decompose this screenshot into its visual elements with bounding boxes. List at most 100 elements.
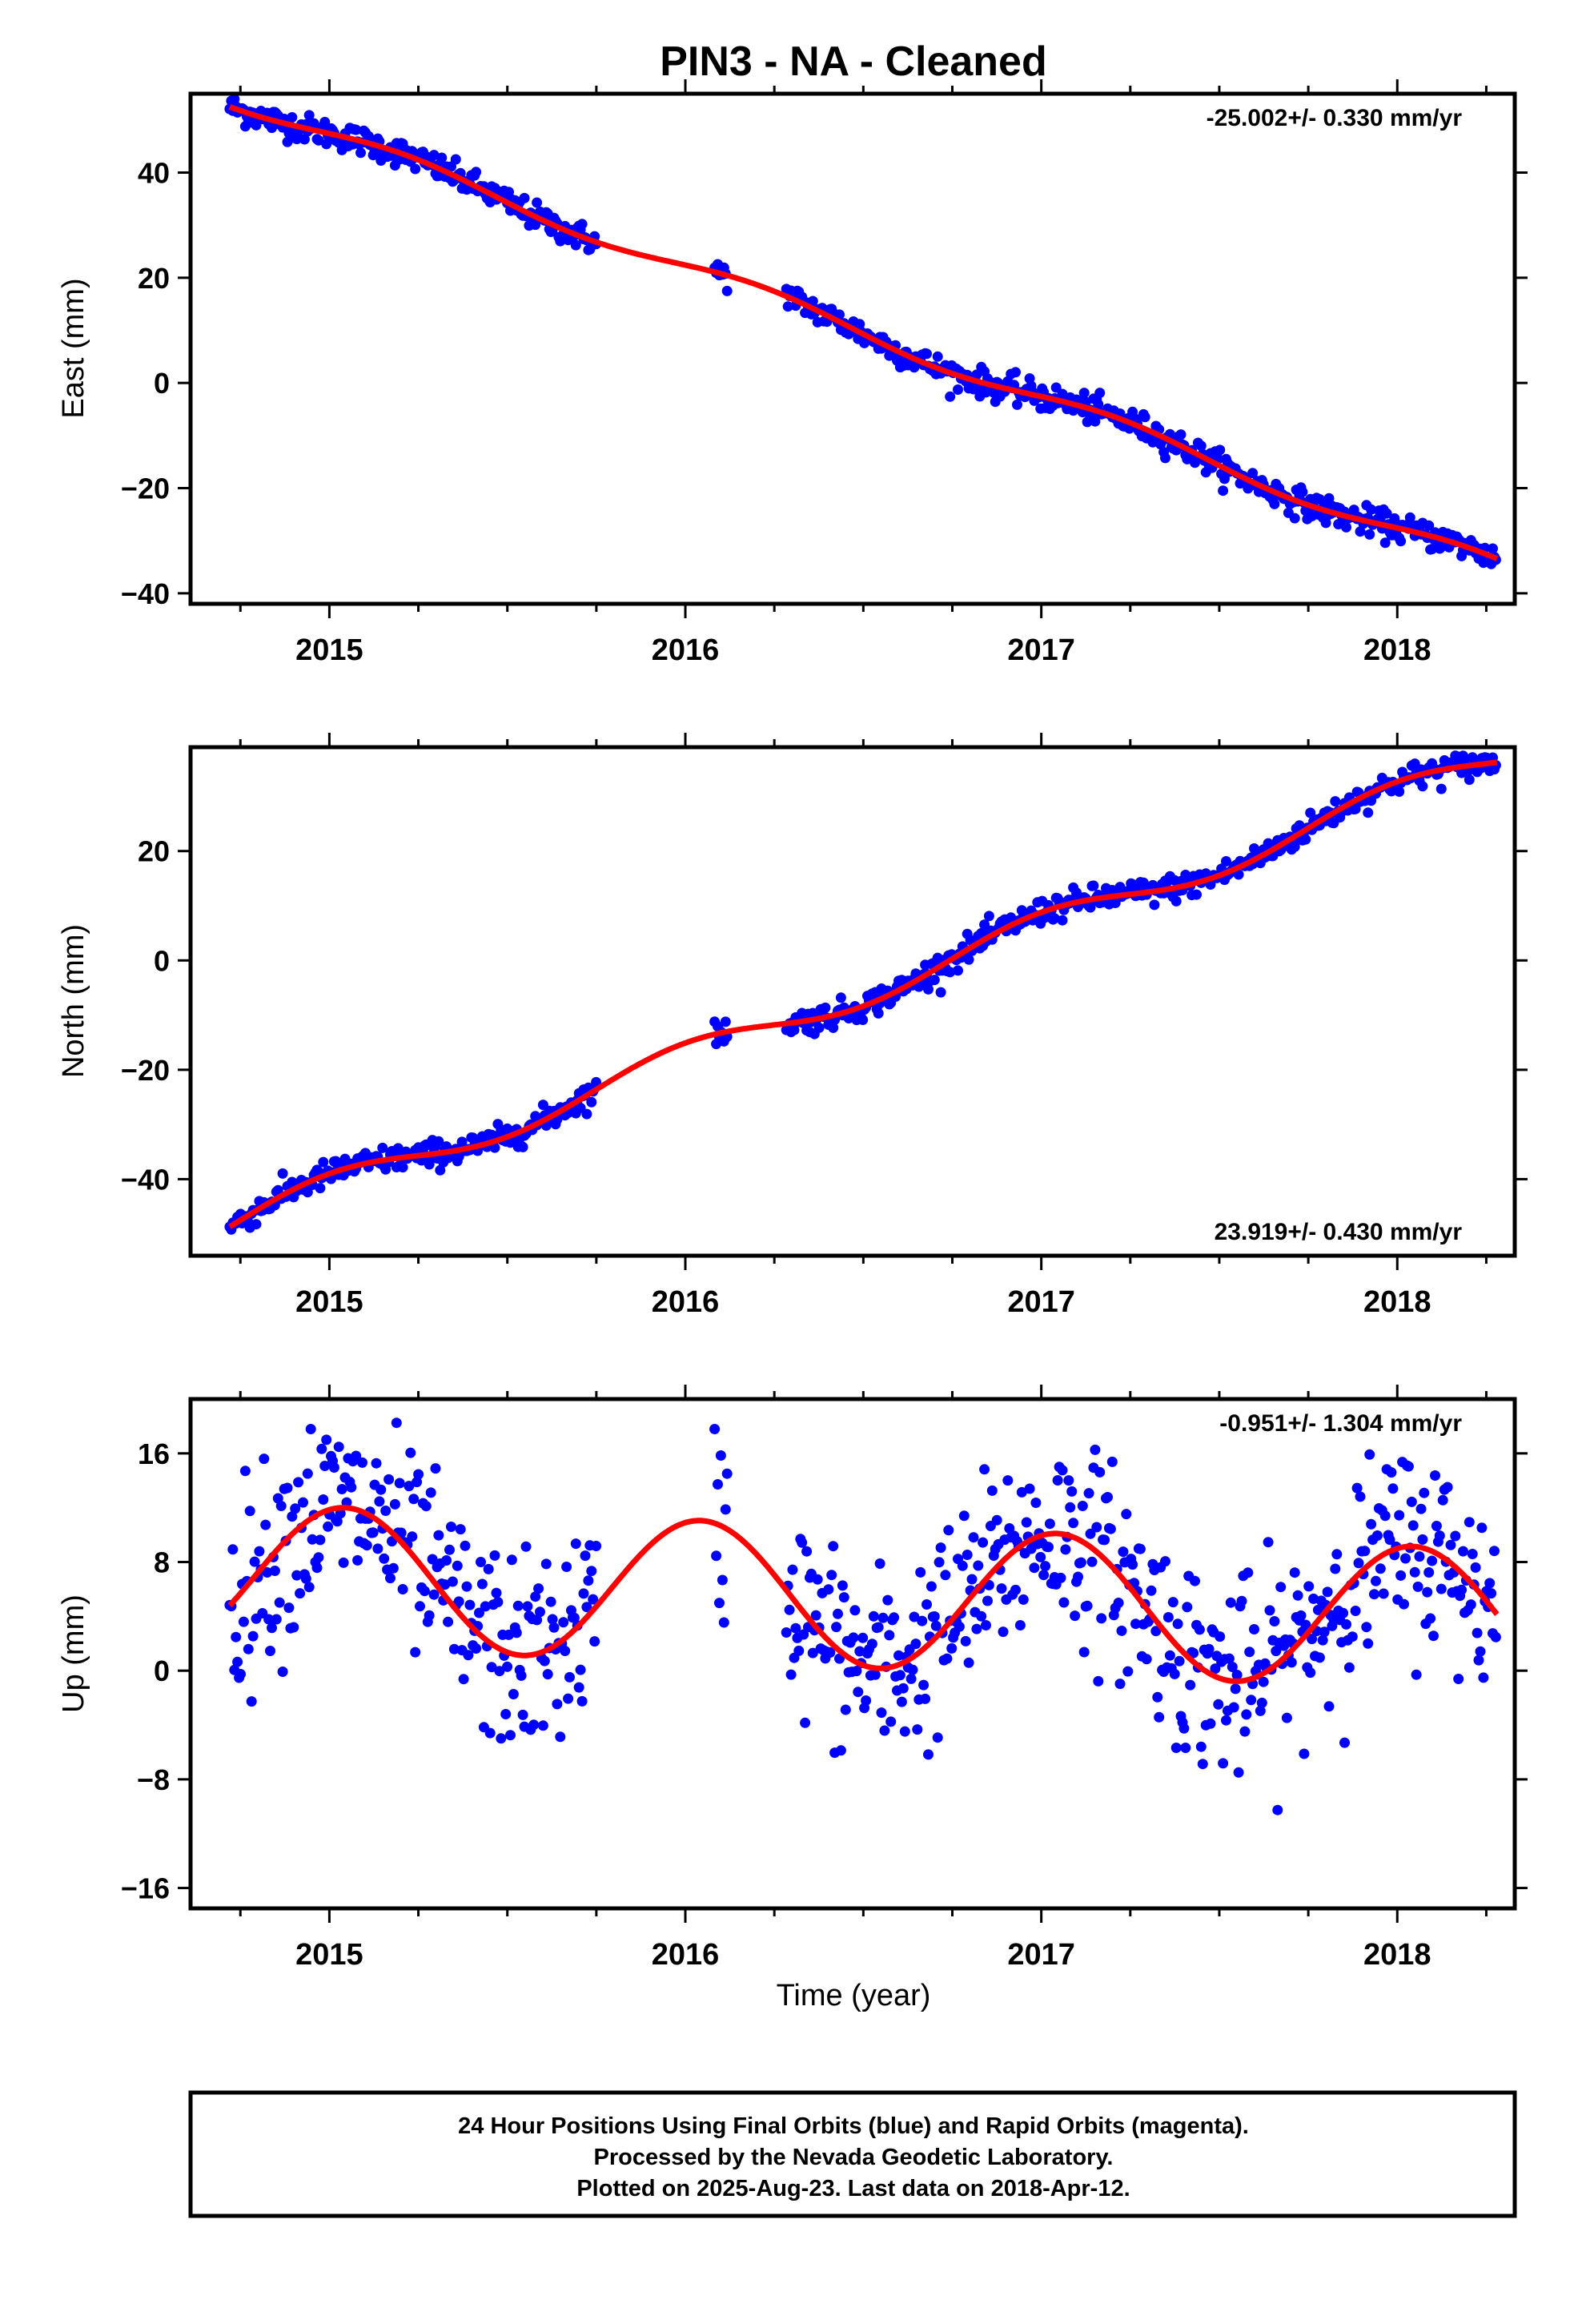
east-y-tick-label: 0 (154, 367, 170, 400)
up-data-point (1160, 1556, 1170, 1567)
up-data-point (853, 1687, 864, 1698)
up-data-point (496, 1733, 507, 1744)
up-data-point (1210, 1663, 1221, 1675)
up-data-point (1065, 1502, 1076, 1513)
north-x-tick-label: 2015 (295, 1285, 363, 1319)
up-data-point (991, 1514, 1002, 1526)
up-data-point (563, 1693, 574, 1704)
north-data-point (377, 1142, 388, 1153)
up-data-point (397, 1584, 408, 1594)
up-data-point (1289, 1567, 1300, 1578)
east-data-point (1297, 486, 1308, 497)
up-data-point (930, 1620, 942, 1631)
up-data-point (1295, 1610, 1307, 1621)
up-data-point (374, 1496, 385, 1507)
north-data-point (1289, 841, 1300, 852)
up-data-point (1180, 1743, 1191, 1753)
up-data-point (458, 1674, 469, 1685)
east-data-point (1139, 412, 1150, 423)
up-data-point (1271, 1646, 1282, 1657)
up-data-point (1085, 1528, 1096, 1539)
up-data-point (452, 1560, 463, 1571)
up-data-point (428, 1589, 440, 1600)
up-data-point (300, 1573, 311, 1584)
up-data-point (375, 1484, 387, 1495)
north-y-label: North (mm) (57, 924, 90, 1078)
up-data-point (247, 1630, 259, 1642)
up-data-point (714, 1598, 725, 1609)
up-data-point (570, 1538, 581, 1550)
up-data-point (287, 1511, 298, 1522)
east-data-point (1175, 429, 1186, 440)
north-y-tick-label: 20 (138, 835, 170, 868)
up-data-point (1255, 1705, 1266, 1716)
up-data-point (929, 1611, 940, 1622)
up-data-point (535, 1606, 545, 1618)
up-data-point (1275, 1582, 1287, 1593)
north-data-point (435, 1164, 446, 1176)
up-data-point (1233, 1767, 1244, 1778)
up-data-point (1134, 1543, 1146, 1554)
up-data-point (1489, 1546, 1500, 1557)
up-data-point (1343, 1662, 1355, 1673)
up-data-point (1366, 1518, 1377, 1530)
up-data-point (1314, 1652, 1325, 1663)
up-data-point (874, 1558, 885, 1569)
up-data-point (1122, 1666, 1134, 1677)
up-data-point (1351, 1482, 1363, 1494)
east-data-point (319, 116, 331, 127)
east-x-tick-label: 2015 (295, 633, 363, 667)
up-data-point (998, 1626, 1009, 1638)
north-data-point (953, 965, 963, 976)
up-data-point (484, 1727, 496, 1739)
up-data-point (1052, 1475, 1063, 1486)
north-y-tick-label: 0 (154, 944, 170, 977)
up-data-point (1478, 1672, 1489, 1683)
up-data-point (1473, 1655, 1484, 1666)
up-data-point (1414, 1551, 1425, 1562)
up-data-point (1178, 1723, 1190, 1734)
up-data-point (1415, 1503, 1427, 1514)
up-data-point (476, 1578, 488, 1590)
up-data-point (249, 1556, 260, 1567)
up-data-point (831, 1622, 842, 1633)
up-data-point (522, 1601, 533, 1612)
north-data-point (1249, 843, 1259, 854)
up-data-point (316, 1443, 327, 1454)
up-data-point (828, 1541, 839, 1552)
up-data-point (505, 1730, 516, 1741)
up-panel: −16 −8 0 8 16 2015 2016 2017 2018 Up (mm) -0.95… (57, 1385, 1528, 1972)
up-data-point (1221, 1715, 1231, 1726)
up-data-point (1406, 1496, 1417, 1507)
up-data-point (823, 1584, 834, 1595)
up-data-point (372, 1543, 383, 1554)
up-data-point (461, 1581, 472, 1592)
up-data-point (1244, 1647, 1255, 1658)
up-data-point (1231, 1670, 1243, 1680)
up-data-point (1359, 1546, 1371, 1557)
up-data-point (425, 1487, 436, 1498)
east-data-point (1289, 513, 1300, 524)
up-data-point (1486, 1588, 1497, 1599)
east-data-point (1247, 468, 1259, 479)
up-data-point (1430, 1470, 1440, 1481)
up-data-point (419, 1586, 430, 1597)
up-data-point (580, 1550, 591, 1562)
up-data-point (1090, 1444, 1101, 1455)
up-data-point (849, 1605, 861, 1616)
up-data-point (979, 1464, 990, 1475)
up-data-point (486, 1662, 497, 1673)
footer-line-3: Plotted on 2025-Aug-23. Last data on 201… (576, 2176, 1130, 2201)
east-x-tick-label: 2016 (652, 633, 720, 667)
up-data-point (798, 1629, 809, 1640)
up-data-point (915, 1566, 926, 1578)
up-data-point (1236, 1595, 1247, 1606)
up-data-point (512, 1600, 524, 1611)
up-data-point (1038, 1570, 1050, 1581)
up-y-tick-label: −8 (137, 1763, 170, 1796)
east-data-point (834, 309, 845, 320)
up-data-point (971, 1623, 982, 1634)
east-data-point (971, 369, 982, 380)
up-data-point (1258, 1676, 1269, 1687)
